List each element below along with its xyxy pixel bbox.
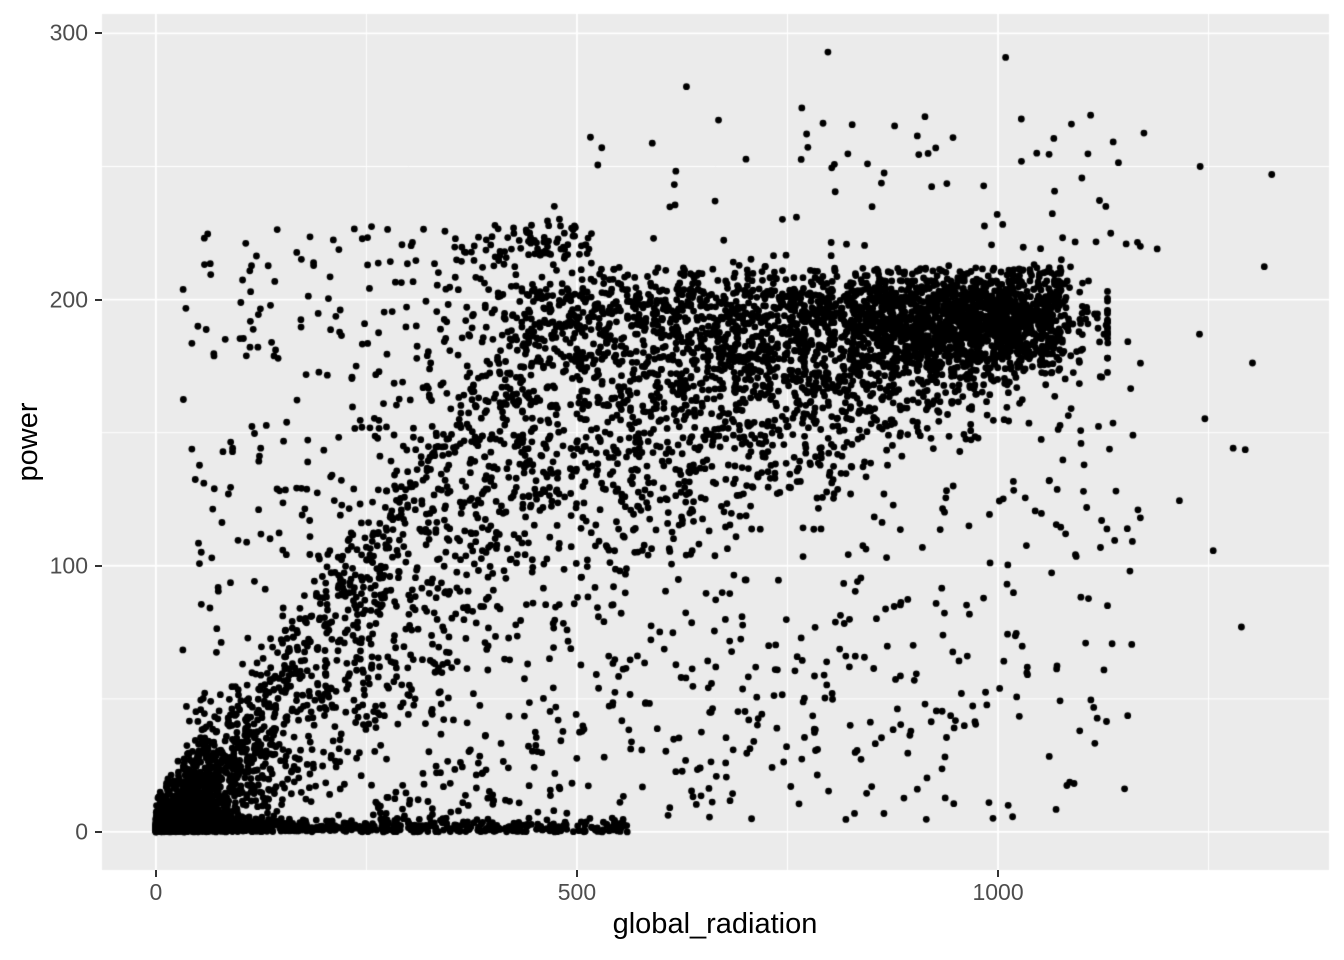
x-tick-label: 0 xyxy=(149,879,163,905)
y-tick-mark xyxy=(95,564,102,567)
y-tick-label: 300 xyxy=(49,19,88,46)
x-tick-label: 1000 xyxy=(972,879,1024,905)
x-axis-title: global_radiation xyxy=(612,908,818,940)
y-tick-label: 100 xyxy=(49,552,88,579)
x-tick-label: 500 xyxy=(557,879,597,905)
x-tick-mark xyxy=(575,870,578,877)
y-tick-label: 200 xyxy=(49,285,88,312)
y-tick-mark xyxy=(95,830,102,833)
y-tick-mark xyxy=(95,32,102,35)
y-tick-label: 0 xyxy=(75,818,88,845)
x-tick-mark xyxy=(997,870,1000,877)
y-tick-mark xyxy=(95,298,102,301)
y-axis-title: power xyxy=(12,402,45,482)
x-tick-mark xyxy=(154,870,157,877)
